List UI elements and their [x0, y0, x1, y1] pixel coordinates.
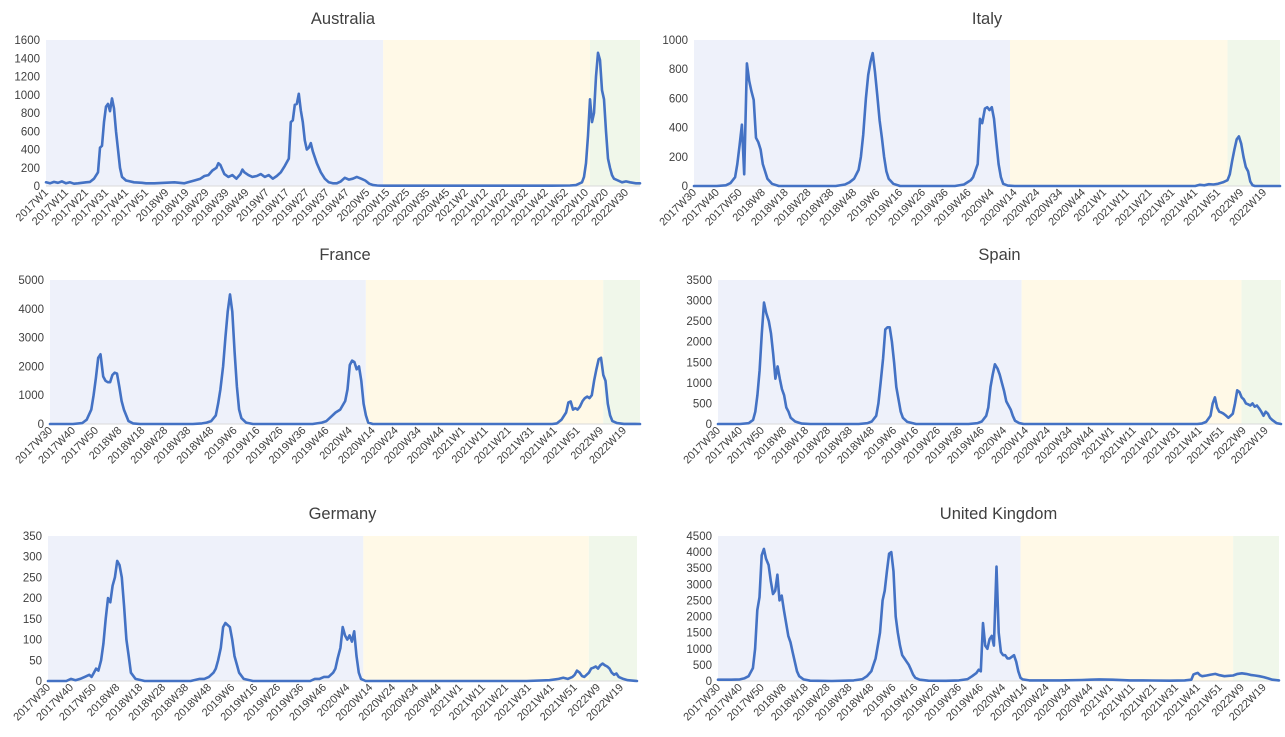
y-tick-label: 3000	[18, 333, 44, 345]
y-tick-label: 150	[23, 614, 42, 626]
y-tick-label: 1500	[686, 628, 712, 640]
y-tick-label: 600	[21, 126, 40, 138]
period-band-pre	[718, 536, 1021, 681]
y-tick-label: 4500	[686, 531, 712, 543]
period-band-pre	[718, 280, 1022, 424]
y-tick-label: 2500	[686, 316, 712, 328]
chart-title: France	[319, 246, 370, 264]
period-band-post	[1227, 40, 1280, 186]
chart-title: Australia	[311, 10, 376, 28]
period-band-pre	[50, 280, 366, 424]
y-tick-label: 3000	[686, 579, 712, 591]
y-tick-label: 4000	[18, 304, 44, 316]
y-tick-label: 0	[682, 181, 688, 193]
y-tick-label: 400	[669, 123, 688, 135]
series-line	[44, 51, 642, 187]
y-tick-label: 200	[21, 163, 40, 175]
y-tick-label: 2000	[686, 337, 712, 349]
y-tick-label: 2000	[686, 612, 712, 624]
y-tick-label: 0	[38, 419, 44, 431]
chart-panel-4: Germany0501001502002503003502017W302017W…	[11, 505, 639, 723]
period-band-post	[603, 280, 640, 424]
chart-title: Germany	[309, 505, 378, 523]
y-tick-label: 2000	[18, 361, 44, 373]
y-tick-label: 500	[693, 398, 712, 410]
y-tick-label: 0	[706, 419, 712, 431]
y-tick-label: 3500	[686, 563, 712, 575]
y-tick-label: 1000	[686, 644, 712, 656]
y-tick-label: 1200	[14, 72, 40, 84]
y-tick-label: 1600	[14, 35, 40, 47]
period-band-mid	[383, 40, 590, 186]
y-tick-label: 3500	[686, 275, 712, 287]
y-tick-label: 2500	[686, 595, 712, 607]
y-tick-label: 800	[669, 64, 688, 76]
chart-panel-1: Italy020040060080010002017W302017W402017…	[657, 10, 1282, 228]
period-band-mid	[1020, 536, 1234, 681]
y-tick-label: 100	[23, 635, 42, 647]
y-tick-label: 50	[29, 655, 42, 667]
period-band-mid	[1021, 280, 1242, 424]
y-tick-label: 400	[21, 145, 40, 157]
y-tick-label: 350	[23, 531, 42, 543]
period-band-pre	[694, 40, 1011, 186]
y-tick-label: 1400	[14, 53, 40, 65]
y-tick-label: 0	[36, 676, 42, 688]
chart-panel-2: France0100020003000400050002017W302017W4…	[13, 246, 642, 466]
y-tick-label: 5000	[18, 275, 44, 287]
y-tick-label: 0	[706, 676, 712, 688]
series-line	[692, 51, 1282, 188]
series-line	[716, 301, 1283, 426]
y-tick-label: 4000	[686, 547, 712, 559]
chart-panel-0: Australia0200400600800100012001400160020…	[14, 10, 642, 228]
y-tick-label: 500	[693, 660, 712, 672]
period-band-post	[1233, 536, 1279, 681]
series-line	[48, 293, 642, 426]
y-tick-label: 1000	[14, 90, 40, 102]
period-band-mid	[1010, 40, 1228, 186]
y-tick-label: 1000	[18, 390, 44, 402]
chart-panel-5: United Kingdom 0 500 1000 1500 2000 2500 3000 35…	[681, 505, 1281, 723]
y-tick-label: 250	[23, 572, 42, 584]
period-band-mid	[365, 280, 604, 424]
chart-title: Italy	[972, 10, 1003, 28]
y-tick-label: 200	[23, 593, 42, 605]
period-band-pre	[48, 536, 364, 681]
y-tick-label: 3000	[686, 296, 712, 308]
period-band-post	[588, 536, 637, 681]
y-tick-label: 0	[34, 181, 40, 193]
period-band-mid	[363, 536, 589, 681]
chart-panel-3: Spain05001000150020002500300035002017W30…	[681, 246, 1283, 466]
y-tick-label: 800	[21, 108, 40, 120]
period-band-post	[1241, 280, 1281, 424]
chart-title: United Kingdom	[940, 505, 1057, 523]
y-tick-label: 200	[669, 152, 688, 164]
y-tick-label: 1000	[662, 35, 688, 47]
chart-title: Spain	[978, 246, 1020, 264]
y-tick-label: 1500	[686, 357, 712, 369]
series-line	[716, 547, 1281, 683]
y-tick-label: 600	[669, 93, 688, 105]
series-line	[46, 559, 639, 683]
y-tick-label: 300	[23, 552, 42, 564]
period-band-pre	[46, 40, 384, 186]
y-tick-label: 1000	[686, 378, 712, 390]
